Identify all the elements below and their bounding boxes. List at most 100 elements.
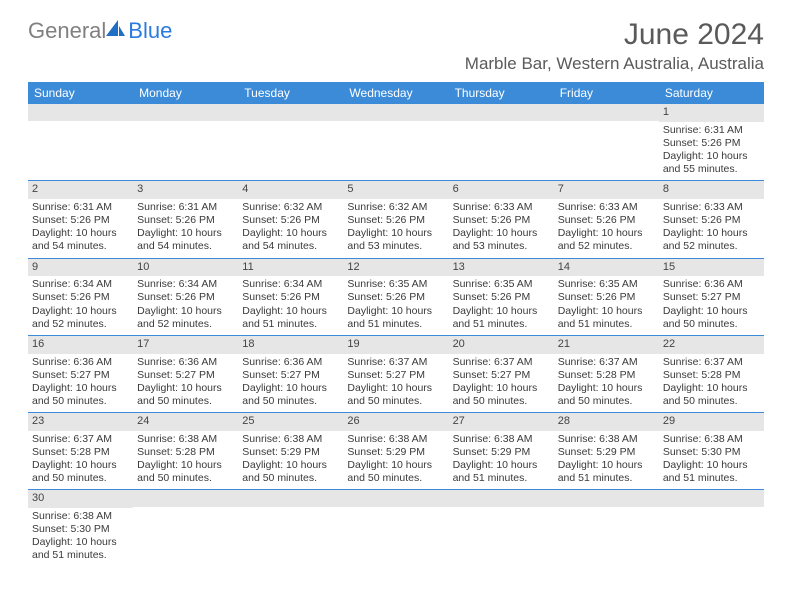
daylight-text-1: Daylight: 10 hours <box>663 150 760 163</box>
sunrise-text: Sunrise: 6:33 AM <box>663 201 760 214</box>
day-cell: 4Sunrise: 6:32 AMSunset: 5:26 PMDaylight… <box>238 181 343 257</box>
day-cell: 30Sunrise: 6:38 AMSunset: 5:30 PMDayligh… <box>28 490 133 566</box>
sunrise-text: Sunrise: 6:34 AM <box>242 278 339 291</box>
daylight-text-2: and 50 minutes. <box>137 472 234 485</box>
sunset-text: Sunset: 5:27 PM <box>242 369 339 382</box>
sunset-text: Sunset: 5:30 PM <box>663 446 760 459</box>
location-subtitle: Marble Bar, Western Australia, Australia <box>465 54 764 74</box>
sunset-text: Sunset: 5:27 PM <box>347 369 444 382</box>
day-number: 2 <box>28 181 133 199</box>
calendar-grid: Sunday Monday Tuesday Wednesday Thursday… <box>28 82 764 567</box>
daylight-text-2: and 50 minutes. <box>453 395 550 408</box>
day-cell: 2Sunrise: 6:31 AMSunset: 5:26 PMDaylight… <box>28 181 133 257</box>
day-cell: 9Sunrise: 6:34 AMSunset: 5:26 PMDaylight… <box>28 259 133 335</box>
sunrise-text: Sunrise: 6:36 AM <box>32 356 129 369</box>
sunrise-text: Sunrise: 6:37 AM <box>663 356 760 369</box>
daylight-text-1: Daylight: 10 hours <box>242 459 339 472</box>
day-cell: 24Sunrise: 6:38 AMSunset: 5:28 PMDayligh… <box>133 413 238 489</box>
day-number: 8 <box>659 181 764 199</box>
sunrise-text: Sunrise: 6:37 AM <box>347 356 444 369</box>
day-number: 29 <box>659 413 764 431</box>
day-cell <box>343 490 448 566</box>
sunrise-text: Sunrise: 6:35 AM <box>558 278 655 291</box>
daylight-text-2: and 54 minutes. <box>32 240 129 253</box>
week-row: 16Sunrise: 6:36 AMSunset: 5:27 PMDayligh… <box>28 336 764 413</box>
daylight-text-2: and 52 minutes. <box>558 240 655 253</box>
daylight-text-1: Daylight: 10 hours <box>347 459 444 472</box>
sunrise-text: Sunrise: 6:36 AM <box>663 278 760 291</box>
sunset-text: Sunset: 5:26 PM <box>453 291 550 304</box>
day-body: Sunrise: 6:33 AMSunset: 5:26 PMDaylight:… <box>449 199 554 258</box>
daylight-text-1: Daylight: 10 hours <box>347 382 444 395</box>
sunrise-text: Sunrise: 6:38 AM <box>242 433 339 446</box>
day-body: Sunrise: 6:33 AMSunset: 5:26 PMDaylight:… <box>554 199 659 258</box>
day-body: Sunrise: 6:34 AMSunset: 5:26 PMDaylight:… <box>133 276 238 335</box>
sunset-text: Sunset: 5:26 PM <box>663 137 760 150</box>
daylight-text-2: and 50 minutes. <box>32 395 129 408</box>
sunset-text: Sunset: 5:27 PM <box>663 291 760 304</box>
day-body: Sunrise: 6:34 AMSunset: 5:26 PMDaylight:… <box>238 276 343 335</box>
day-number: 10 <box>133 259 238 277</box>
day-cell <box>28 104 133 180</box>
day-cell: 13Sunrise: 6:35 AMSunset: 5:26 PMDayligh… <box>449 259 554 335</box>
day-number: 18 <box>238 336 343 354</box>
week-row: 1Sunrise: 6:31 AMSunset: 5:26 PMDaylight… <box>28 104 764 181</box>
brand-sail-icon <box>104 18 126 38</box>
daylight-text-1: Daylight: 10 hours <box>137 227 234 240</box>
daylight-text-1: Daylight: 10 hours <box>663 227 760 240</box>
day-number <box>343 490 448 507</box>
day-body: Sunrise: 6:38 AMSunset: 5:30 PMDaylight:… <box>28 508 133 567</box>
brand-part2: Blue <box>128 18 172 44</box>
day-cell <box>238 490 343 566</box>
sunset-text: Sunset: 5:26 PM <box>558 291 655 304</box>
day-number: 24 <box>133 413 238 431</box>
weekday-header: Sunday <box>28 82 133 104</box>
day-cell: 1Sunrise: 6:31 AMSunset: 5:26 PMDaylight… <box>659 104 764 180</box>
sunrise-text: Sunrise: 6:35 AM <box>347 278 444 291</box>
daylight-text-1: Daylight: 10 hours <box>663 382 760 395</box>
day-cell <box>449 490 554 566</box>
daylight-text-2: and 50 minutes. <box>663 318 760 331</box>
day-body: Sunrise: 6:38 AMSunset: 5:28 PMDaylight:… <box>133 431 238 490</box>
day-number <box>343 104 448 121</box>
sunset-text: Sunset: 5:26 PM <box>137 291 234 304</box>
day-cell: 8Sunrise: 6:33 AMSunset: 5:26 PMDaylight… <box>659 181 764 257</box>
daylight-text-2: and 51 minutes. <box>558 318 655 331</box>
day-body: Sunrise: 6:36 AMSunset: 5:27 PMDaylight:… <box>659 276 764 335</box>
daylight-text-1: Daylight: 10 hours <box>137 459 234 472</box>
daylight-text-1: Daylight: 10 hours <box>663 459 760 472</box>
day-body: Sunrise: 6:37 AMSunset: 5:27 PMDaylight:… <box>343 354 448 413</box>
day-number: 22 <box>659 336 764 354</box>
day-cell <box>343 104 448 180</box>
sunset-text: Sunset: 5:30 PM <box>32 523 129 536</box>
day-number <box>133 490 238 507</box>
day-cell: 19Sunrise: 6:37 AMSunset: 5:27 PMDayligh… <box>343 336 448 412</box>
day-number <box>554 104 659 121</box>
daylight-text-1: Daylight: 10 hours <box>347 305 444 318</box>
sunset-text: Sunset: 5:28 PM <box>663 369 760 382</box>
sunrise-text: Sunrise: 6:38 AM <box>453 433 550 446</box>
day-number: 21 <box>554 336 659 354</box>
week-row: 9Sunrise: 6:34 AMSunset: 5:26 PMDaylight… <box>28 259 764 336</box>
day-number <box>238 490 343 507</box>
daylight-text-2: and 51 minutes. <box>558 472 655 485</box>
daylight-text-2: and 50 minutes. <box>137 395 234 408</box>
day-number: 9 <box>28 259 133 277</box>
sunset-text: Sunset: 5:26 PM <box>137 214 234 227</box>
weekday-header: Saturday <box>659 82 764 104</box>
day-number: 17 <box>133 336 238 354</box>
day-number: 15 <box>659 259 764 277</box>
day-body: Sunrise: 6:37 AMSunset: 5:27 PMDaylight:… <box>449 354 554 413</box>
sunset-text: Sunset: 5:29 PM <box>242 446 339 459</box>
day-number: 27 <box>449 413 554 431</box>
day-cell: 23Sunrise: 6:37 AMSunset: 5:28 PMDayligh… <box>28 413 133 489</box>
day-cell: 27Sunrise: 6:38 AMSunset: 5:29 PMDayligh… <box>449 413 554 489</box>
sunrise-text: Sunrise: 6:31 AM <box>137 201 234 214</box>
day-body: Sunrise: 6:36 AMSunset: 5:27 PMDaylight:… <box>238 354 343 413</box>
daylight-text-2: and 52 minutes. <box>137 318 234 331</box>
sunset-text: Sunset: 5:29 PM <box>347 446 444 459</box>
day-number <box>238 104 343 121</box>
day-body: Sunrise: 6:32 AMSunset: 5:26 PMDaylight:… <box>343 199 448 258</box>
daylight-text-1: Daylight: 10 hours <box>453 382 550 395</box>
daylight-text-2: and 51 minutes. <box>453 472 550 485</box>
